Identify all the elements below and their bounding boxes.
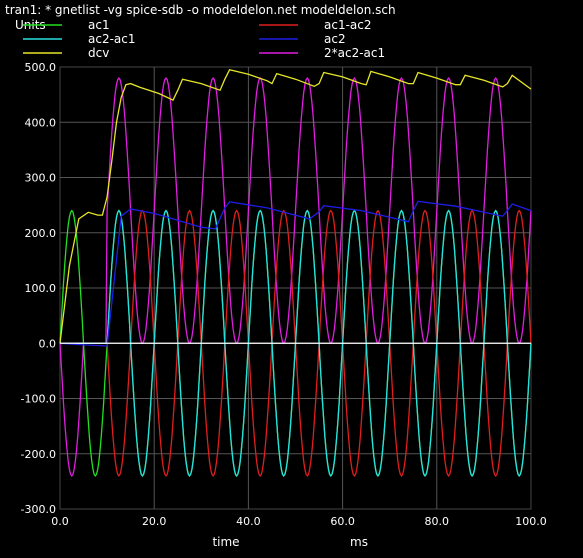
x-axis-label: time bbox=[212, 535, 239, 549]
y-axis: 500.0 400.0 300.0 200.0 100.0 0.0 -100.0 -200.0… bbox=[21, 61, 56, 516]
y-tick-label: -300.0 bbox=[21, 503, 56, 516]
legend-label: ac2-ac1 bbox=[88, 32, 136, 46]
x-axis: 0.0 20.0 40.0 60.0 80.0 100.0 bbox=[51, 515, 547, 528]
series-group bbox=[59, 69, 532, 478]
series-line-dcv bbox=[59, 69, 532, 344]
x-tick-label: 80.0 bbox=[425, 515, 450, 528]
y-tick-label: 300.0 bbox=[25, 172, 57, 185]
y-tick-label: 400.0 bbox=[25, 116, 57, 129]
y-tick-label: 0.0 bbox=[39, 337, 57, 350]
grid bbox=[60, 67, 531, 509]
x-axis-units: ms bbox=[350, 535, 368, 549]
y-tick-label: 200.0 bbox=[25, 227, 57, 240]
x-tick-label: 60.0 bbox=[330, 515, 355, 528]
x-tick-label: 40.0 bbox=[236, 515, 261, 528]
x-tick-label: 100.0 bbox=[515, 515, 547, 528]
series-line-ac2 bbox=[59, 200, 532, 347]
y-tick-label: -200.0 bbox=[21, 448, 56, 461]
legend-label: 2*ac2-ac1 bbox=[324, 46, 385, 60]
x-tick-label: 0.0 bbox=[51, 515, 69, 528]
y-tick-label: 500.0 bbox=[25, 61, 57, 74]
legend-label: ac1-ac2 bbox=[324, 18, 372, 32]
legend: ac1 ac1-ac2 ac2-ac1 ac2 dcv 2*ac2-ac1 bbox=[23, 18, 385, 60]
series-line-2-ac2-ac1 bbox=[59, 77, 532, 478]
y-tick-label: 100.0 bbox=[25, 282, 57, 295]
x-tick-label: 20.0 bbox=[142, 515, 167, 528]
legend-label: ac2 bbox=[324, 32, 346, 46]
window-title: tran1: * gnetlist -vg spice-sdb -o model… bbox=[5, 3, 396, 17]
legend-label: ac1 bbox=[88, 18, 110, 32]
legend-label: dcv bbox=[88, 46, 109, 60]
y-tick-label: -100.0 bbox=[21, 393, 56, 406]
